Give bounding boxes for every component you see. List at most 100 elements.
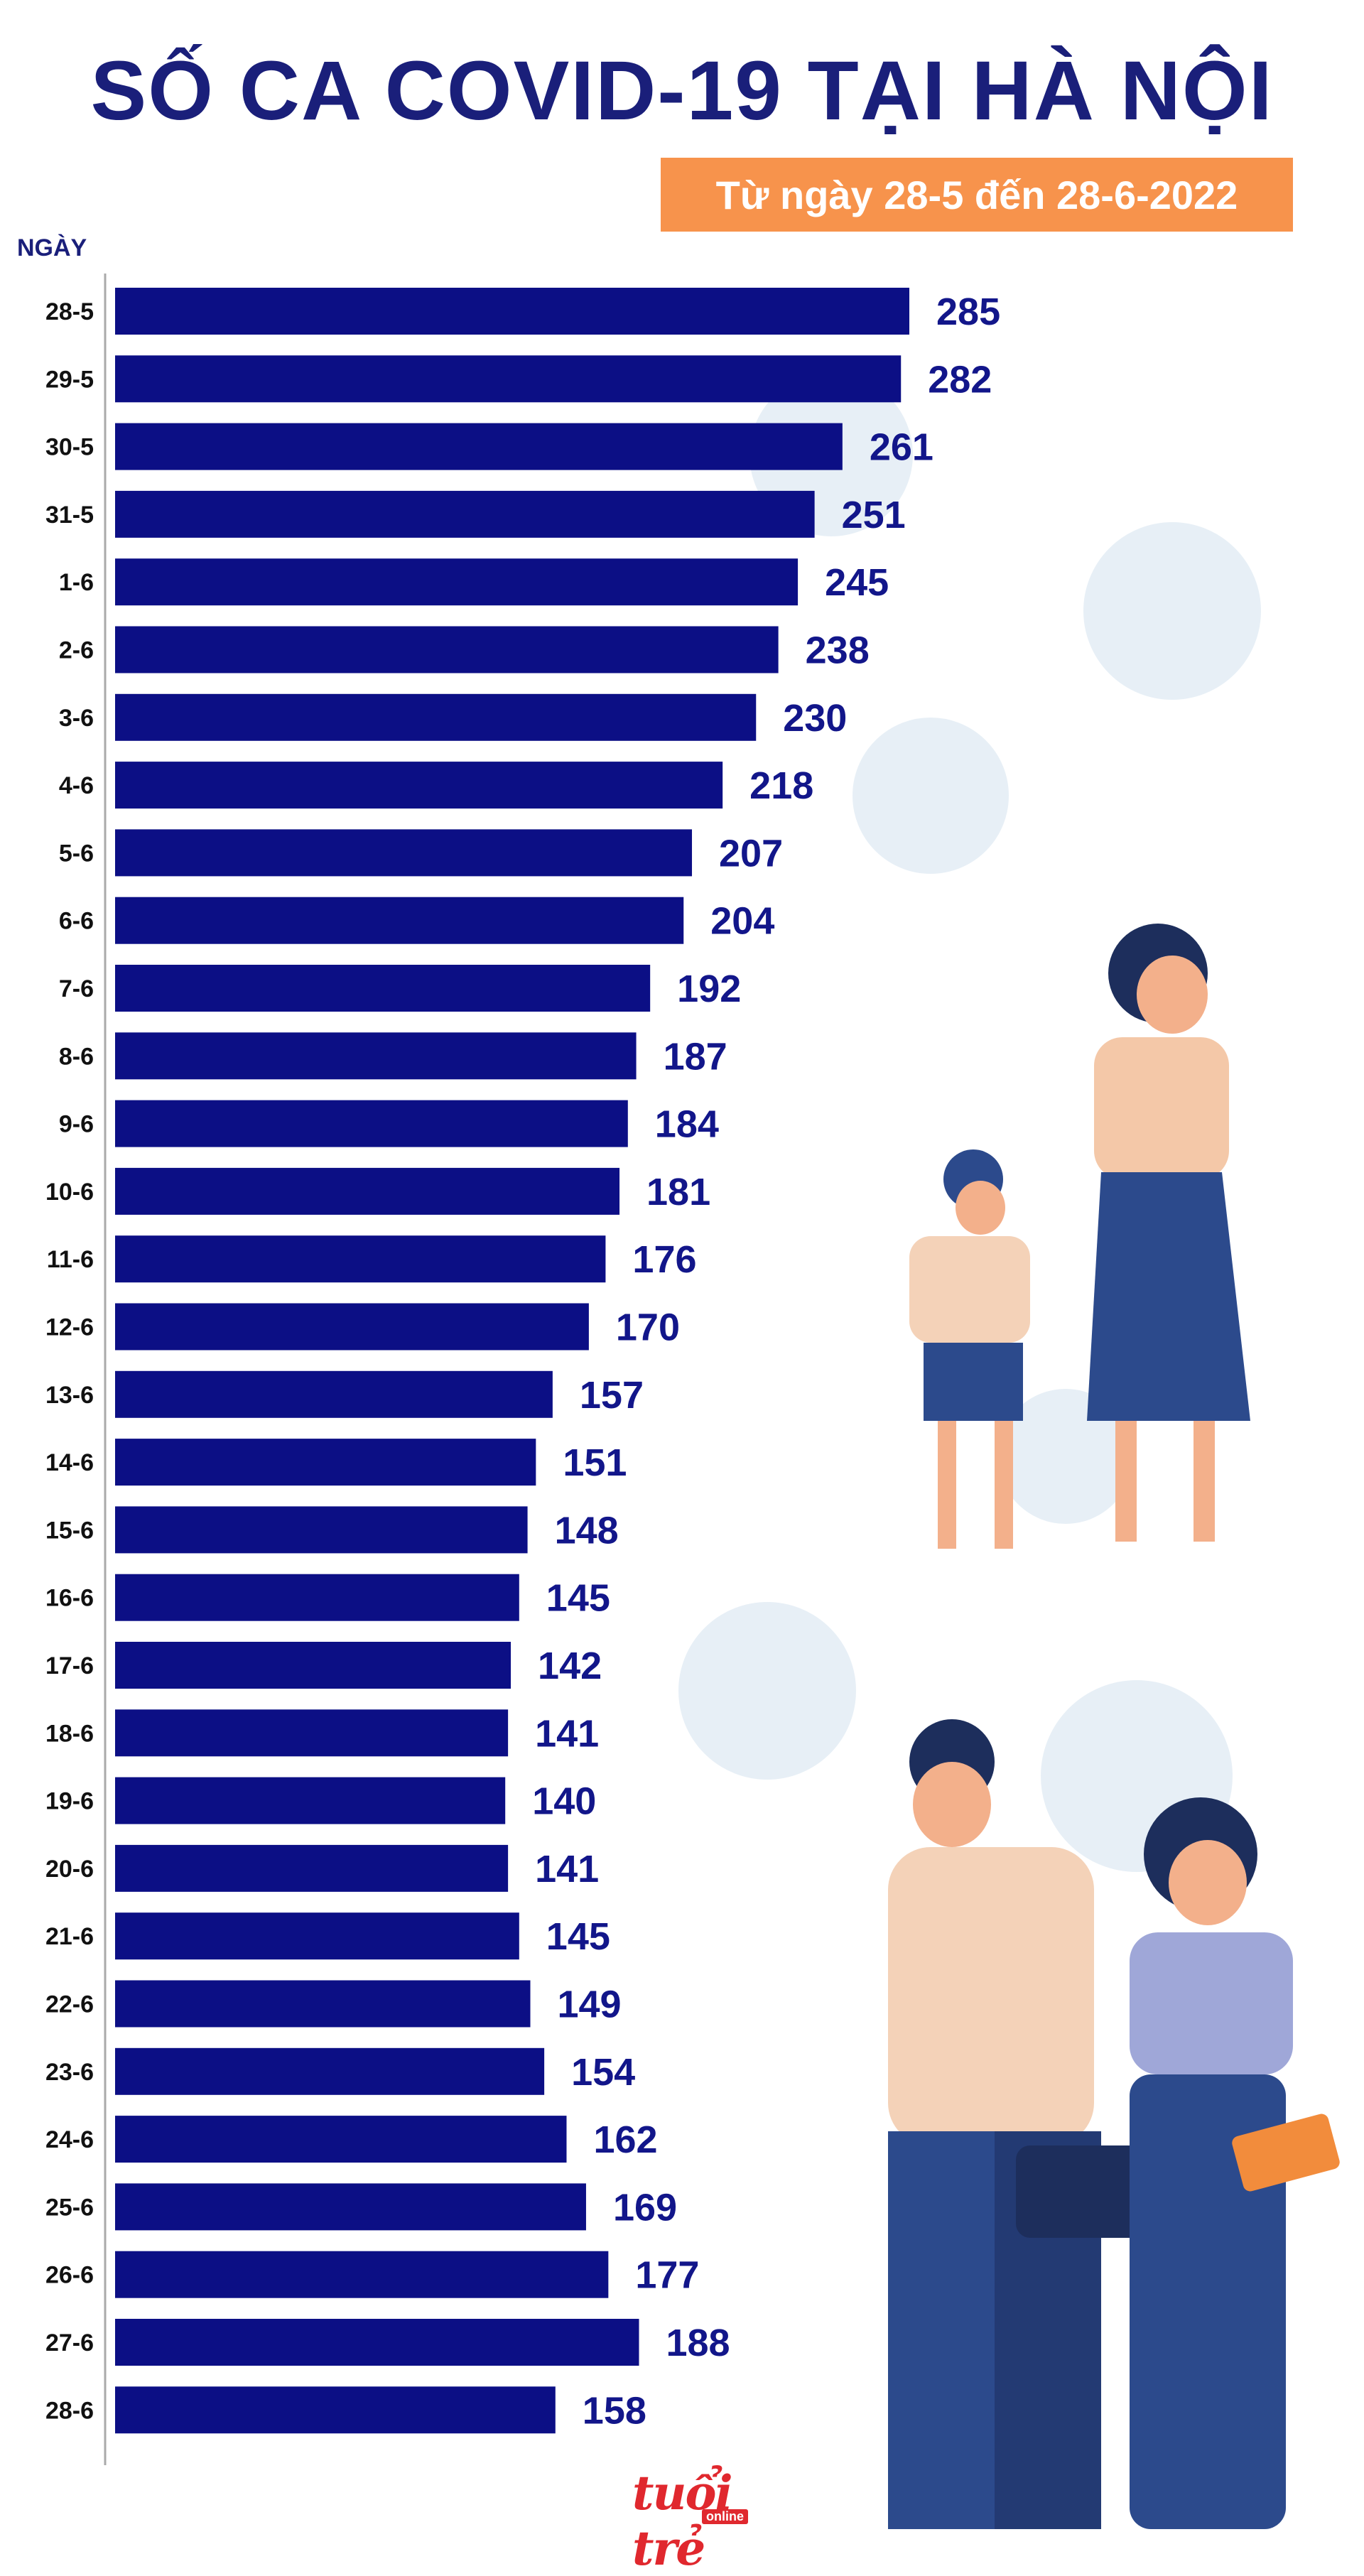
value-label: 181	[646, 1171, 710, 1213]
date-range-badge: Từ ngày 28-5 đến 28-6-2022	[661, 158, 1293, 232]
bar	[115, 1777, 506, 1824]
bar	[115, 2116, 567, 2163]
bar	[115, 2047, 545, 2095]
logo-subtext: online	[702, 2509, 748, 2524]
category-label: 4-6	[59, 772, 94, 799]
bar	[115, 2386, 556, 2434]
category-label: 14-6	[45, 1449, 94, 1476]
value-label: 145	[546, 1577, 610, 1620]
category-label: 9-6	[59, 1111, 94, 1138]
category-label: 17-6	[45, 1652, 94, 1679]
category-label: 6-6	[59, 908, 94, 935]
bar	[115, 1100, 628, 1147]
bar	[115, 2251, 609, 2298]
bar	[115, 288, 909, 335]
value-label: 238	[806, 629, 870, 672]
category-label: 15-6	[45, 1517, 94, 1544]
bar	[115, 490, 815, 538]
bar	[115, 1642, 512, 1689]
bar	[115, 829, 693, 877]
value-label: 162	[593, 2118, 657, 2161]
category-label: 23-6	[45, 2059, 94, 2086]
value-label: 282	[928, 358, 992, 401]
bar	[115, 1167, 620, 1215]
chart-title: SỐ CA COVID-19 TẠI HÀ NỘI	[90, 44, 1274, 138]
category-label: 28-6	[45, 2397, 94, 2424]
category-label: 11-6	[47, 1246, 94, 1273]
value-label: 261	[870, 426, 933, 469]
category-label: 19-6	[45, 1788, 94, 1815]
bar	[115, 1303, 589, 1351]
value-label: 142	[538, 1645, 602, 1687]
value-label: 285	[936, 291, 1000, 333]
category-label: 25-6	[45, 2194, 94, 2221]
category-label: 16-6	[45, 1585, 94, 1612]
bar	[115, 897, 684, 944]
category-label: 21-6	[45, 1923, 94, 1950]
tuoi-tre-logo: tuổi trẻ online	[618, 2465, 789, 2576]
bar	[115, 1032, 637, 1080]
y-axis-label: NGÀY	[17, 234, 87, 261]
bar	[115, 762, 723, 809]
bar	[115, 1506, 528, 1554]
bar	[115, 1980, 531, 2028]
bar	[115, 423, 843, 470]
bar	[115, 2319, 639, 2366]
date-range-text: Từ ngày 28-5 đến 28-6-2022	[715, 172, 1238, 217]
category-label: 12-6	[45, 1314, 94, 1341]
value-label: 154	[571, 2051, 635, 2094]
value-label: 169	[613, 2186, 677, 2229]
value-label: 176	[632, 1238, 696, 1281]
bar	[115, 1912, 519, 1960]
category-label: 18-6	[45, 1720, 94, 1747]
bar	[115, 1439, 536, 1486]
value-label: 230	[783, 697, 847, 740]
value-label: 245	[825, 561, 889, 604]
value-label: 207	[719, 832, 783, 875]
bar	[115, 693, 757, 741]
bar	[115, 2183, 586, 2231]
bar	[115, 965, 651, 1012]
value-label: 177	[635, 2254, 699, 2297]
value-label: 141	[535, 1848, 599, 1890]
value-label: 192	[677, 968, 741, 1010]
value-label: 151	[563, 1441, 627, 1484]
value-label: 170	[616, 1306, 680, 1349]
bar	[115, 1709, 509, 1757]
bar	[115, 1574, 519, 1621]
category-label: 31-5	[45, 502, 94, 529]
category-label: 28-5	[45, 298, 94, 325]
value-label: 158	[583, 2389, 646, 2432]
category-label: 10-6	[45, 1179, 94, 1206]
value-label: 149	[557, 1984, 621, 2026]
bar	[115, 558, 799, 606]
bar	[115, 1235, 606, 1283]
category-label: 8-6	[59, 1043, 94, 1070]
value-label: 188	[666, 2322, 730, 2364]
category-label: 7-6	[59, 975, 94, 1002]
value-label: 145	[546, 1915, 610, 1958]
category-label: 24-6	[45, 2126, 94, 2153]
people-illustration	[888, 924, 1340, 2529]
value-label: 187	[664, 1035, 727, 1078]
bar	[115, 626, 779, 673]
bar	[115, 1844, 509, 1892]
value-label: 218	[749, 764, 813, 807]
category-label: 13-6	[45, 1382, 94, 1409]
category-label: 5-6	[59, 840, 94, 867]
value-label: 141	[535, 1712, 599, 1755]
value-label: 148	[555, 1509, 619, 1552]
category-label: 27-6	[45, 2329, 94, 2356]
value-label: 140	[532, 1780, 596, 1823]
category-label: 1-6	[59, 569, 94, 596]
value-label: 251	[842, 494, 906, 536]
category-label: 29-5	[45, 366, 94, 393]
category-label: 3-6	[59, 705, 94, 732]
value-label: 204	[710, 900, 774, 943]
category-label: 22-6	[45, 1991, 94, 2018]
category-label: 30-5	[45, 434, 94, 461]
category-label: 20-6	[45, 1856, 94, 1883]
category-label: 2-6	[59, 637, 94, 664]
bar	[115, 1370, 553, 1418]
